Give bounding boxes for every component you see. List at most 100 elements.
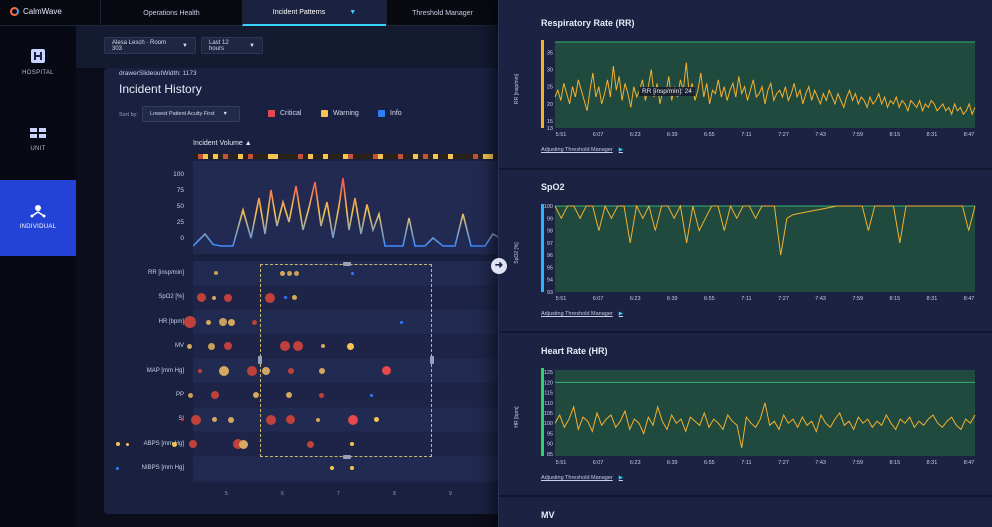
incident-dot[interactable] <box>251 319 257 325</box>
tab-incident-patterns[interactable]: Incident Patterns ▼ <box>242 0 386 26</box>
incident-dot[interactable] <box>288 367 294 374</box>
incident-dot[interactable] <box>318 392 324 398</box>
incident-dot[interactable] <box>233 439 243 449</box>
incident-dot[interactable] <box>330 466 334 471</box>
sidebar-item-individual[interactable]: INDIVIDUAL <box>0 180 76 256</box>
sidebar-item-hospital[interactable]: HOSPITAL <box>0 48 76 108</box>
sort-dropdown[interactable]: Lowest Patient Acuity First ▼ <box>142 106 240 122</box>
incident-dot[interactable] <box>279 270 285 276</box>
incident-dot[interactable] <box>316 417 320 422</box>
incident-dot[interactable] <box>286 392 292 399</box>
incident-dot[interactable] <box>224 342 232 351</box>
incident-dot[interactable] <box>283 296 287 300</box>
incident-dot[interactable] <box>319 367 325 374</box>
incident-dot[interactable] <box>381 366 391 376</box>
incident-dot[interactable] <box>219 365 229 376</box>
selection-handle-top[interactable] <box>343 262 351 266</box>
incident-dot[interactable] <box>212 295 216 300</box>
incident-dot[interactable] <box>306 440 314 448</box>
incident-dot[interactable] <box>321 344 325 349</box>
incident-dot[interactable] <box>247 365 257 376</box>
heat-cell <box>203 154 208 159</box>
incident-dot[interactable] <box>196 293 206 303</box>
incident-dot[interactable] <box>265 292 275 303</box>
spo2-chart[interactable]: 100 99 98 97 96 95 94 935:51 6:07 6:23 6:39 6:55 7:1… <box>541 204 977 304</box>
incident-dot[interactable] <box>228 416 234 423</box>
tab-operations-health[interactable]: Operations Health <box>100 0 242 26</box>
incident-dot[interactable] <box>350 442 354 446</box>
person-network-icon <box>30 205 46 218</box>
sort-up-icon: ▲ <box>244 140 252 147</box>
incident-dot[interactable] <box>116 442 120 446</box>
incident-dot[interactable] <box>262 366 270 375</box>
sidebar-item-unit[interactable]: UNIT <box>0 126 76 186</box>
incident-dot[interactable] <box>253 392 259 399</box>
incident-dot[interactable] <box>198 368 202 373</box>
incident-dot[interactable] <box>184 316 196 328</box>
incident-dot[interactable] <box>348 414 358 425</box>
x-tick-label: 6:39 <box>667 460 678 466</box>
incident-dot[interactable] <box>211 417 217 423</box>
incident-dot[interactable] <box>286 270 292 276</box>
y-tick-label: 90 <box>547 442 553 448</box>
incident-volume-label[interactable]: Incident Volume ▲ <box>193 140 252 147</box>
incident-dot[interactable] <box>171 441 177 447</box>
incident-dot[interactable] <box>219 318 227 326</box>
incident-volume-chart[interactable] <box>192 161 500 254</box>
incident-grid[interactable] <box>115 261 500 483</box>
collapse-drawer-button[interactable]: ➜ <box>491 258 507 274</box>
row-label: PP <box>175 392 184 398</box>
spo2-threshold-link[interactable]: Adjusting Threshold Manager ▶ <box>541 311 623 317</box>
incident-dot[interactable] <box>205 319 211 325</box>
incident-dot[interactable] <box>350 466 354 471</box>
heat-cell <box>243 154 248 159</box>
legend-critical[interactable]: Critical <box>268 110 301 117</box>
app-logo[interactable]: CalmWave <box>10 7 62 16</box>
patient-dropdown[interactable]: Alesa Lesch · Room 303 ▼ <box>104 37 196 54</box>
rr-card-title: Respiratory Rate (RR) <box>541 18 635 28</box>
hr-threshold-link[interactable]: Adjusting Threshold Manager ▶ <box>541 475 623 481</box>
incident-dot[interactable] <box>187 392 193 398</box>
incident-dot[interactable] <box>373 417 379 423</box>
incident-dot[interactable] <box>180 418 184 422</box>
x-tick-label: 7:27 <box>778 132 789 138</box>
selection-handle-right[interactable] <box>430 356 434 364</box>
selection-box[interactable] <box>260 264 432 457</box>
incident-dot[interactable] <box>224 293 232 302</box>
hr-chart[interactable]: 125 120 115 110 105 100 95 90 855:51 6:07 6:23 6:39… <box>541 368 977 468</box>
hr-card-title: Heart Rate (HR) <box>541 346 608 356</box>
row-label: HR [bpm] <box>158 318 184 325</box>
incident-dot[interactable] <box>266 414 276 425</box>
x-tick-label: 7:59 <box>852 296 863 302</box>
selection-handle-left[interactable] <box>258 356 262 364</box>
incident-dot[interactable] <box>189 440 197 448</box>
rr-threshold-link[interactable]: Adjusting Threshold Manager ▶ <box>541 147 623 153</box>
incident-dot[interactable] <box>125 442 129 446</box>
incident-dot[interactable] <box>191 414 201 425</box>
incident-dot[interactable] <box>399 320 403 324</box>
heat-cell <box>368 154 373 159</box>
incident-dot[interactable] <box>285 415 295 425</box>
time-range-dropdown[interactable]: Last 12 hours ▼ <box>201 37 263 54</box>
incident-dot[interactable] <box>291 295 297 301</box>
heat-cell <box>478 154 483 159</box>
incident-dot[interactable] <box>207 342 215 350</box>
incident-dot[interactable] <box>369 393 373 397</box>
incident-dot[interactable] <box>280 341 290 352</box>
incident-dot[interactable] <box>186 343 192 349</box>
legend-warning[interactable]: Warning <box>321 110 359 117</box>
legend-info[interactable]: Info <box>378 110 402 117</box>
incident-dot[interactable] <box>293 270 299 276</box>
volume-ytick: 50 <box>176 203 184 210</box>
incident-dot[interactable] <box>238 439 248 449</box>
incident-dot[interactable] <box>214 271 218 276</box>
incident-dot[interactable] <box>346 342 354 350</box>
incident-dot[interactable] <box>115 466 119 470</box>
selection-handle-bottom[interactable] <box>343 455 351 459</box>
tab-threshold-manager[interactable]: Threshold Manager <box>386 0 498 26</box>
incident-dot[interactable] <box>293 341 303 352</box>
incident-dot[interactable] <box>350 271 354 275</box>
incident-dot[interactable] <box>227 318 235 326</box>
incident-dot[interactable] <box>211 391 219 400</box>
